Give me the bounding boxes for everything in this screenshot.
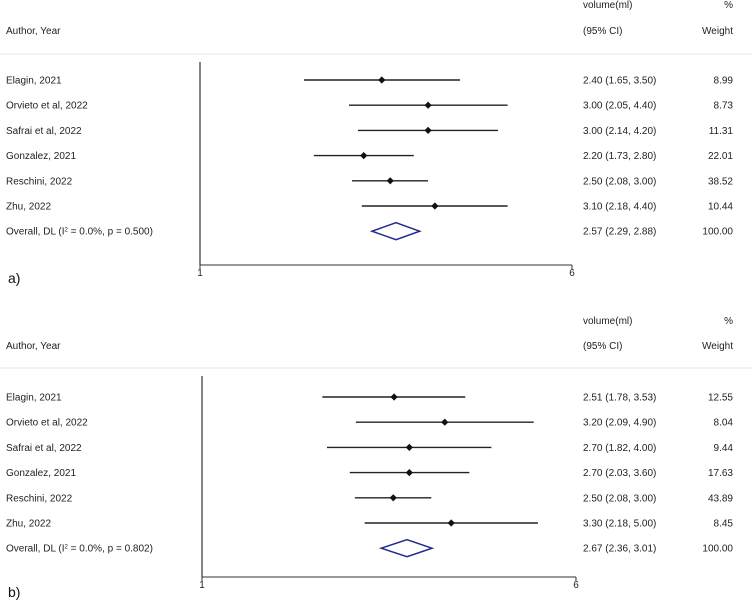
forest-panel-b: volume(ml) % Author, Year (95% CI) Weight 1 6 E… — [0, 316, 752, 600]
effect-ci-text: 3.00 (2.05, 4.40) — [583, 101, 656, 112]
effect-ci-text: 3.10 (2.18, 4.40) — [583, 202, 656, 213]
weight-header-line1: % — [724, 316, 733, 327]
overall-label-suffix: = 0.0%, p = 0.802) — [68, 544, 153, 555]
weight-value: 8.45 — [714, 519, 734, 530]
point-estimate — [424, 126, 432, 134]
weight-header-line2: Weight — [702, 341, 733, 352]
effect-ci-text: 2.51 (1.78, 3.53) — [583, 393, 656, 404]
study-label: Safrai et al, 2022 — [6, 126, 82, 137]
x-axis-tick-label: 6 — [569, 268, 575, 279]
overall-label: Overall, DL (I2 = 0.0%, p = 0.802) — [6, 544, 153, 555]
study-row: Reschini, 2022 2.50 (2.08, 3.00) 43.89 — [6, 493, 733, 504]
overall-label-prefix: Overall, DL (I — [6, 544, 65, 555]
effect-ci-text: 2.40 (1.65, 3.50) — [583, 76, 656, 87]
study-label: Reschini, 2022 — [6, 493, 73, 504]
study-label: Orvieto et al, 2022 — [6, 101, 88, 112]
overall-label-superscript: 2 — [65, 545, 69, 551]
overall-label-suffix: = 0.0%, p = 0.500) — [68, 227, 153, 238]
weight-value: 8.73 — [714, 101, 734, 112]
study-row: Zhu, 2022 3.10 (2.18, 4.40) 10.44 — [6, 202, 733, 213]
effect-header-line2: (95% CI) — [583, 341, 622, 352]
point-estimate — [405, 469, 413, 477]
point-estimate — [389, 494, 397, 502]
study-row: Elagin, 2021 2.40 (1.65, 3.50) 8.99 — [6, 76, 733, 87]
study-label: Elagin, 2021 — [6, 76, 62, 87]
overall-label-prefix: Overall, DL (I — [6, 227, 65, 238]
overall-diamond — [378, 538, 435, 558]
weight-value: 11.31 — [709, 126, 734, 137]
effect-ci-text: 3.30 (2.18, 5.00) — [583, 519, 656, 530]
effect-ci-text: 2.50 (2.08, 3.00) — [583, 493, 656, 504]
weight-header-line1: % — [724, 0, 733, 11]
study-row: Gonzalez, 2021 2.70 (2.03, 3.60) 17.63 — [6, 468, 733, 479]
point-estimate — [360, 152, 368, 160]
x-axis-tick-label: 1 — [199, 580, 205, 591]
weight-value: 10.44 — [708, 202, 733, 213]
weight-value: 9.44 — [714, 443, 734, 454]
weight-value: 38.52 — [708, 176, 733, 187]
point-estimate — [386, 177, 394, 185]
x-axis-tick-label: 1 — [197, 268, 203, 279]
panel-label: b) — [8, 584, 20, 600]
overall-weight: 100.00 — [702, 544, 733, 555]
overall-label-superscript: 2 — [65, 228, 69, 234]
panel-label: a) — [8, 270, 20, 286]
point-estimate — [447, 519, 455, 527]
study-label: Orvieto et al, 2022 — [6, 418, 88, 429]
study-label: Elagin, 2021 — [6, 393, 62, 404]
weight-value: 17.63 — [708, 468, 733, 479]
weight-value: 43.89 — [708, 493, 733, 504]
forest-panel-a: volume(ml) % Author, Year (95% CI) Weight 1 6 E… — [0, 0, 752, 286]
effect-header-line2: (95% CI) — [583, 26, 622, 37]
point-estimate — [431, 202, 439, 210]
x-axis-tick-label: 6 — [573, 580, 579, 591]
study-row: Orvieto et al, 2022 3.20 (2.09, 4.90) 8.04 — [6, 418, 733, 429]
weight-value: 22.01 — [708, 151, 733, 162]
effect-ci-text: 2.70 (1.82, 4.00) — [583, 443, 656, 454]
study-row: Reschini, 2022 2.50 (2.08, 3.00) 38.52 — [6, 176, 733, 187]
point-estimate — [405, 443, 413, 451]
study-label: Zhu, 2022 — [6, 202, 51, 213]
point-estimate — [441, 418, 449, 426]
weight-value: 8.99 — [714, 76, 734, 87]
overall-row: Overall, DL (I2 = 0.0%, p = 0.500) 2.57 (… — [6, 221, 733, 241]
point-estimate — [424, 101, 432, 109]
weight-value: 8.04 — [714, 418, 734, 429]
weight-value: 12.55 — [708, 393, 733, 404]
effect-ci-text: 2.20 (1.73, 2.80) — [583, 151, 656, 162]
overall-label: Overall, DL (I2 = 0.0%, p = 0.500) — [6, 227, 153, 238]
study-label: Reschini, 2022 — [6, 176, 73, 187]
overall-ci-text: 2.67 (2.36, 3.01) — [583, 544, 656, 555]
effect-ci-text: 2.70 (2.03, 3.60) — [583, 468, 656, 479]
point-estimate — [390, 393, 398, 401]
weight-header-line2: Weight — [702, 26, 733, 37]
overall-ci-text: 2.57 (2.29, 2.88) — [583, 227, 656, 238]
study-row: Gonzalez, 2021 2.20 (1.73, 2.80) 22.01 — [6, 151, 733, 162]
effect-ci-text: 3.00 (2.14, 4.20) — [583, 126, 656, 137]
study-row: Zhu, 2022 3.30 (2.18, 5.00) 8.45 — [6, 519, 733, 530]
study-row: Safrai et al, 2022 3.00 (2.14, 4.20) 11.31 — [6, 126, 733, 137]
study-column-header: Author, Year — [6, 26, 61, 37]
study-row: Elagin, 2021 2.51 (1.78, 3.53) 12.55 — [6, 393, 733, 404]
effect-header-line1: volume(ml) — [583, 0, 632, 11]
study-column-header: Author, Year — [6, 341, 61, 352]
study-row: Safrai et al, 2022 2.70 (1.82, 4.00) 9.44 — [6, 443, 733, 454]
study-label: Gonzalez, 2021 — [6, 468, 76, 479]
overall-weight: 100.00 — [702, 227, 733, 238]
effect-ci-text: 2.50 (2.08, 3.00) — [583, 176, 656, 187]
effect-ci-text: 3.20 (2.09, 4.90) — [583, 418, 656, 429]
study-label: Safrai et al, 2022 — [6, 443, 82, 454]
study-row: Orvieto et al, 2022 3.00 (2.05, 4.40) 8.73 — [6, 101, 733, 112]
study-label: Zhu, 2022 — [6, 519, 51, 530]
point-estimate — [378, 76, 386, 84]
overall-row: Overall, DL (I2 = 0.0%, p = 0.802) 2.67 (… — [6, 538, 733, 558]
effect-header-line1: volume(ml) — [583, 316, 632, 327]
overall-diamond — [369, 221, 422, 241]
study-label: Gonzalez, 2021 — [6, 151, 76, 162]
